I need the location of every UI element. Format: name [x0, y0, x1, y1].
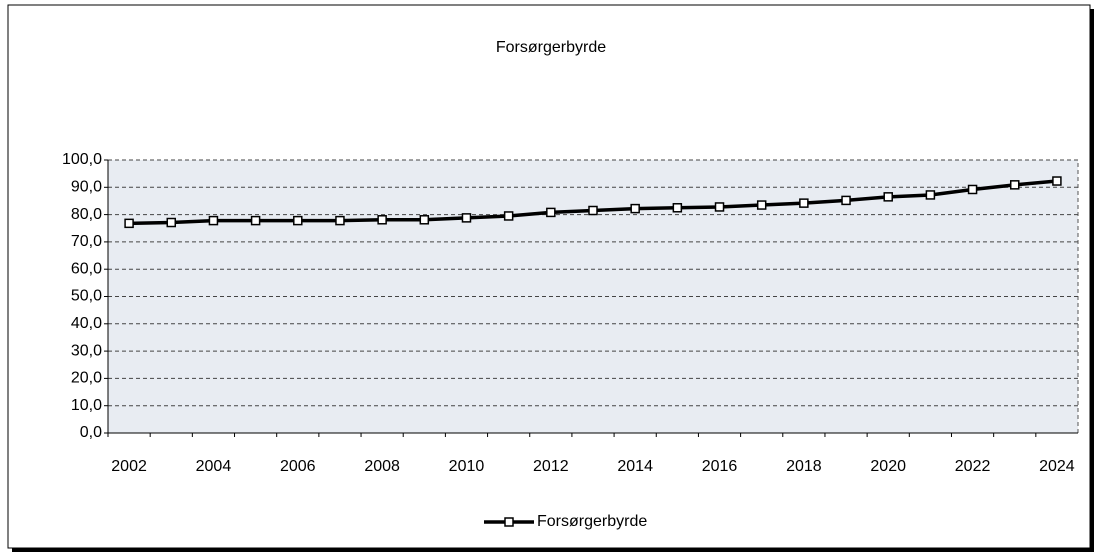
point [756, 200, 767, 210]
point [461, 213, 472, 223]
x-tick-label: 2002 [111, 458, 147, 475]
point [1052, 176, 1062, 186]
x-tick-label: 2014 [617, 458, 653, 475]
point [293, 215, 303, 226]
point [208, 215, 219, 226]
y-tick-label: 10,0 [71, 397, 102, 414]
point [124, 218, 134, 229]
point [1009, 180, 1020, 190]
y-tick-label: 100,0 [62, 151, 102, 168]
x-tick-label: 2006 [280, 458, 316, 475]
y-tick-label: 80,0 [71, 206, 102, 223]
point [925, 190, 936, 200]
x-tick-label: 2012 [533, 458, 569, 475]
y-tick-label: 40,0 [71, 315, 102, 332]
x-tick-label: 2020 [870, 458, 906, 475]
y-tick-label: 50,0 [71, 288, 102, 305]
y-tick-label: 0,0 [80, 424, 102, 441]
y-tick-label: 60,0 [71, 260, 102, 277]
x-tick-label: 2008 [364, 458, 400, 475]
point [588, 205, 598, 216]
point [166, 217, 177, 228]
point [799, 198, 809, 208]
x-tick-label: 2010 [449, 458, 485, 475]
point [841, 195, 851, 206]
point [672, 203, 683, 213]
point [883, 192, 893, 202]
y-tick-label: 90,0 [71, 179, 102, 196]
x-tick-label: 2004 [196, 458, 232, 475]
y-tick-label: 70,0 [71, 233, 102, 250]
point [250, 215, 261, 226]
x-tick-label: 2016 [702, 458, 738, 475]
x-tick-label: 2022 [955, 458, 991, 475]
x-tick-label: 2024 [1039, 458, 1075, 475]
point [419, 215, 430, 225]
y-tick-label: 20,0 [71, 370, 102, 387]
point [546, 207, 556, 218]
y-tick-label: 30,0 [71, 342, 102, 359]
point [503, 211, 514, 221]
legend-label: Forsørgerbyrde [537, 513, 647, 530]
chart-title: Forsørgerbyrde [496, 39, 606, 56]
point [714, 202, 725, 212]
point [967, 184, 978, 195]
point [377, 215, 387, 225]
x-tick-label: 2018 [786, 458, 822, 475]
legend-marker [504, 517, 514, 527]
point [335, 215, 345, 226]
point [630, 203, 640, 214]
